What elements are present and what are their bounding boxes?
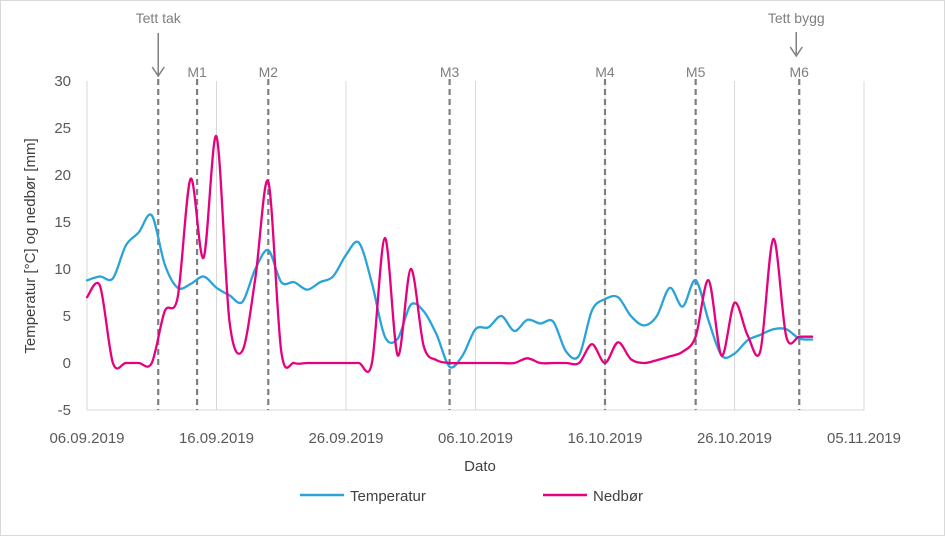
milestone-markers: Tett tak M1 M2 M3 M4 M5 M6 Tett bygg xyxy=(136,10,825,410)
x-tick-label: 26.10.2019 xyxy=(697,430,772,447)
tick-labels: 06.09.2019 16.09.2019 26.09.2019 06.10.2019… xyxy=(49,73,901,447)
y-tick-label: 0 xyxy=(63,355,71,372)
y-tick-label: 5 xyxy=(63,308,71,325)
marker-label-m1: M1 xyxy=(187,64,207,80)
series-layer xyxy=(85,135,814,373)
marker-label-m2: M2 xyxy=(259,64,279,80)
x-tick-label: 06.09.2019 xyxy=(49,430,124,447)
legend-label-nedbor: Nedbør xyxy=(593,488,643,505)
y-tick-label: 30 xyxy=(54,73,71,90)
marker-label-m3: M3 xyxy=(440,64,460,80)
x-tick-label: 05.11.2019 xyxy=(827,430,901,447)
x-tick-label: 06.10.2019 xyxy=(438,430,513,447)
marker-label-m6: M6 xyxy=(790,64,810,80)
y-tick-label: -5 xyxy=(58,402,71,419)
legend-label-temperatur: Temperatur xyxy=(350,488,426,505)
y-tick-label: 25 xyxy=(54,120,71,137)
grid-layer xyxy=(86,81,865,411)
x-tick-label: 16.09.2019 xyxy=(179,430,254,447)
y-tick-label: 20 xyxy=(54,167,71,184)
marker-label-m4: M4 xyxy=(595,64,615,80)
x-axis-title: Dato xyxy=(464,458,496,475)
legend: Temperatur Nedbør xyxy=(300,488,643,505)
arrow-down-icon xyxy=(789,46,803,58)
arrow-down-icon xyxy=(151,66,165,78)
marker-label-m5: M5 xyxy=(686,64,706,80)
y-tick-label: 10 xyxy=(54,261,71,278)
marker-label-tett-tak: Tett tak xyxy=(136,10,182,26)
marker-label-tett-bygg: Tett bygg xyxy=(768,10,825,26)
y-axis-title: Temperatur [°C] og nedbør [mm] xyxy=(22,138,39,353)
x-tick-label: 16.10.2019 xyxy=(567,430,642,447)
x-tick-label: 26.09.2019 xyxy=(308,430,383,447)
series-line-nedbor xyxy=(85,135,814,373)
series-line-temperatur xyxy=(85,213,814,369)
y-tick-label: 15 xyxy=(54,214,71,231)
